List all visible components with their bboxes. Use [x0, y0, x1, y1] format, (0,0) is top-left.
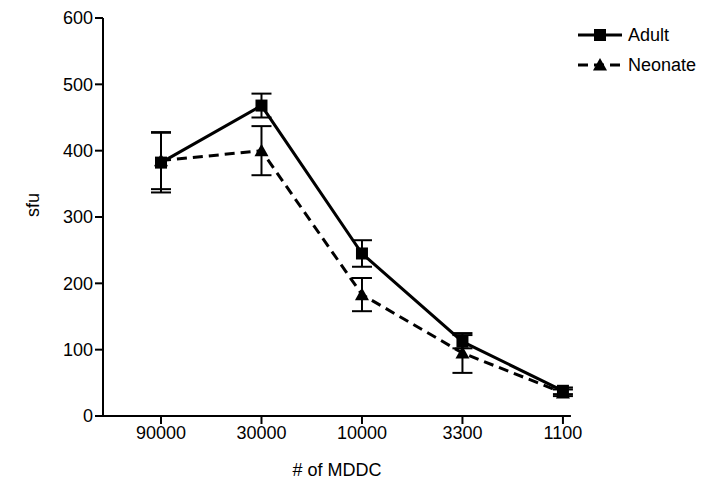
svg-text:300: 300: [63, 207, 93, 227]
svg-text:100: 100: [63, 340, 93, 360]
svg-text:10000: 10000: [337, 423, 387, 443]
svg-text:200: 200: [63, 274, 93, 294]
svg-text:90000: 90000: [136, 423, 186, 443]
svg-text:400: 400: [63, 141, 93, 161]
svg-text:0: 0: [83, 406, 93, 426]
svg-text:500: 500: [63, 75, 93, 95]
svg-text:600: 600: [63, 8, 93, 28]
html-text:Adult: Adult: [627, 24, 669, 45]
svg-text:# of MDDC: # of MDDC: [292, 460, 381, 480]
svg-text:3300: 3300: [442, 423, 482, 443]
svg-text:sfu: sfu: [23, 193, 43, 217]
html-text:Neonate: Neonate: [627, 54, 696, 75]
svg-text:1100: 1100: [544, 423, 583, 443]
svg-text:30000: 30000: [236, 423, 286, 443]
